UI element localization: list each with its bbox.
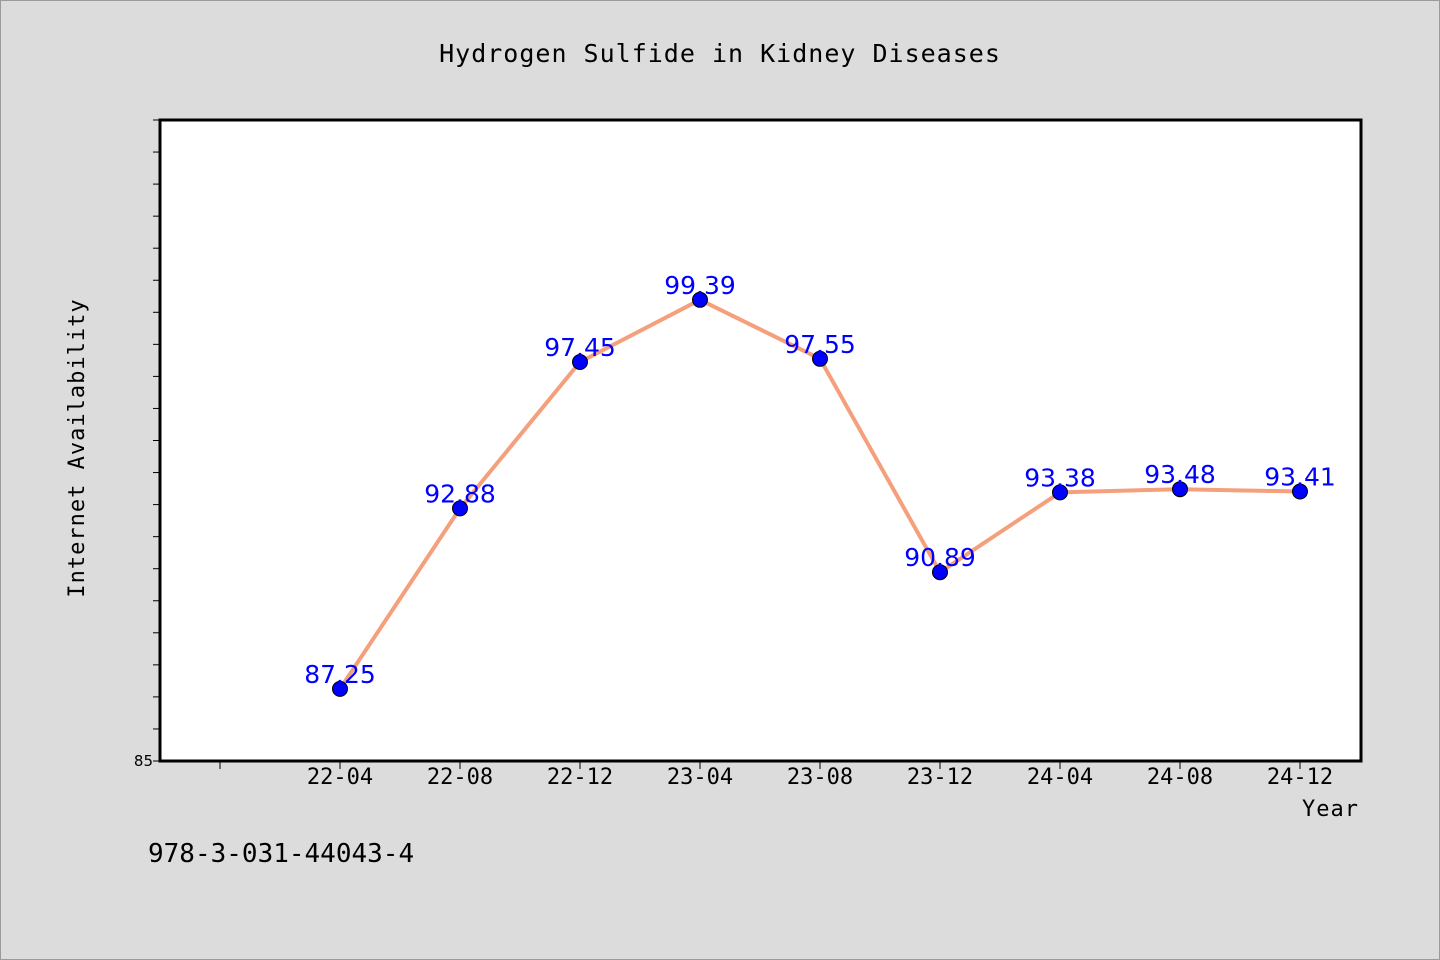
x-tick-label: 22-12 — [547, 765, 613, 790]
plot-area — [158, 118, 1363, 763]
y-tick-label: 85 — [134, 752, 153, 770]
data-point — [1052, 484, 1068, 501]
data-label: 97.55 — [784, 330, 856, 359]
x-axis-label: Year — [1302, 797, 1359, 822]
footnote: 978-3-031-44043-4 — [148, 839, 414, 869]
data-point — [812, 350, 828, 367]
x-tick-label: 24-08 — [1147, 765, 1213, 790]
data-label: 93.38 — [1024, 463, 1096, 492]
data-label: 87.25 — [304, 660, 376, 689]
data-point — [692, 291, 708, 308]
data-label: 99.39 — [664, 271, 736, 300]
data-label: 92.88 — [424, 479, 496, 508]
series-group: 87.25 92.88 97.45 99.39 97.55 90.89 93.38 93.48… — [304, 271, 1336, 697]
data-point — [1172, 481, 1188, 498]
chart-title: Hydrogen Sulfide in Kidney Diseases — [439, 39, 1001, 68]
data-point — [1292, 483, 1308, 500]
x-tick-label: 23-04 — [667, 765, 733, 790]
x-tick-label: 23-12 — [907, 765, 973, 790]
x-axis: 22-04 22-08 22-12 23-04 23-08 23-12 24-04 24-08… — [219, 761, 1333, 790]
data-point — [452, 500, 468, 517]
x-tick-label: 23-08 — [787, 765, 853, 790]
data-label: 97.45 — [544, 333, 616, 362]
y-axis — [153, 119, 160, 762]
data-label: 90.89 — [904, 543, 976, 572]
data-label: 93.48 — [1144, 460, 1216, 489]
x-tick-label: 22-04 — [307, 765, 373, 790]
x-tick-label: 22-08 — [427, 765, 493, 790]
data-point — [332, 680, 348, 697]
data-point — [932, 564, 948, 581]
data-point — [572, 354, 588, 370]
y-axis-label: Internet Availability — [65, 298, 90, 597]
data-label: 93.41 — [1264, 463, 1336, 492]
x-tick-label: 24-04 — [1027, 765, 1093, 790]
x-tick-label: 24-12 — [1267, 765, 1333, 790]
